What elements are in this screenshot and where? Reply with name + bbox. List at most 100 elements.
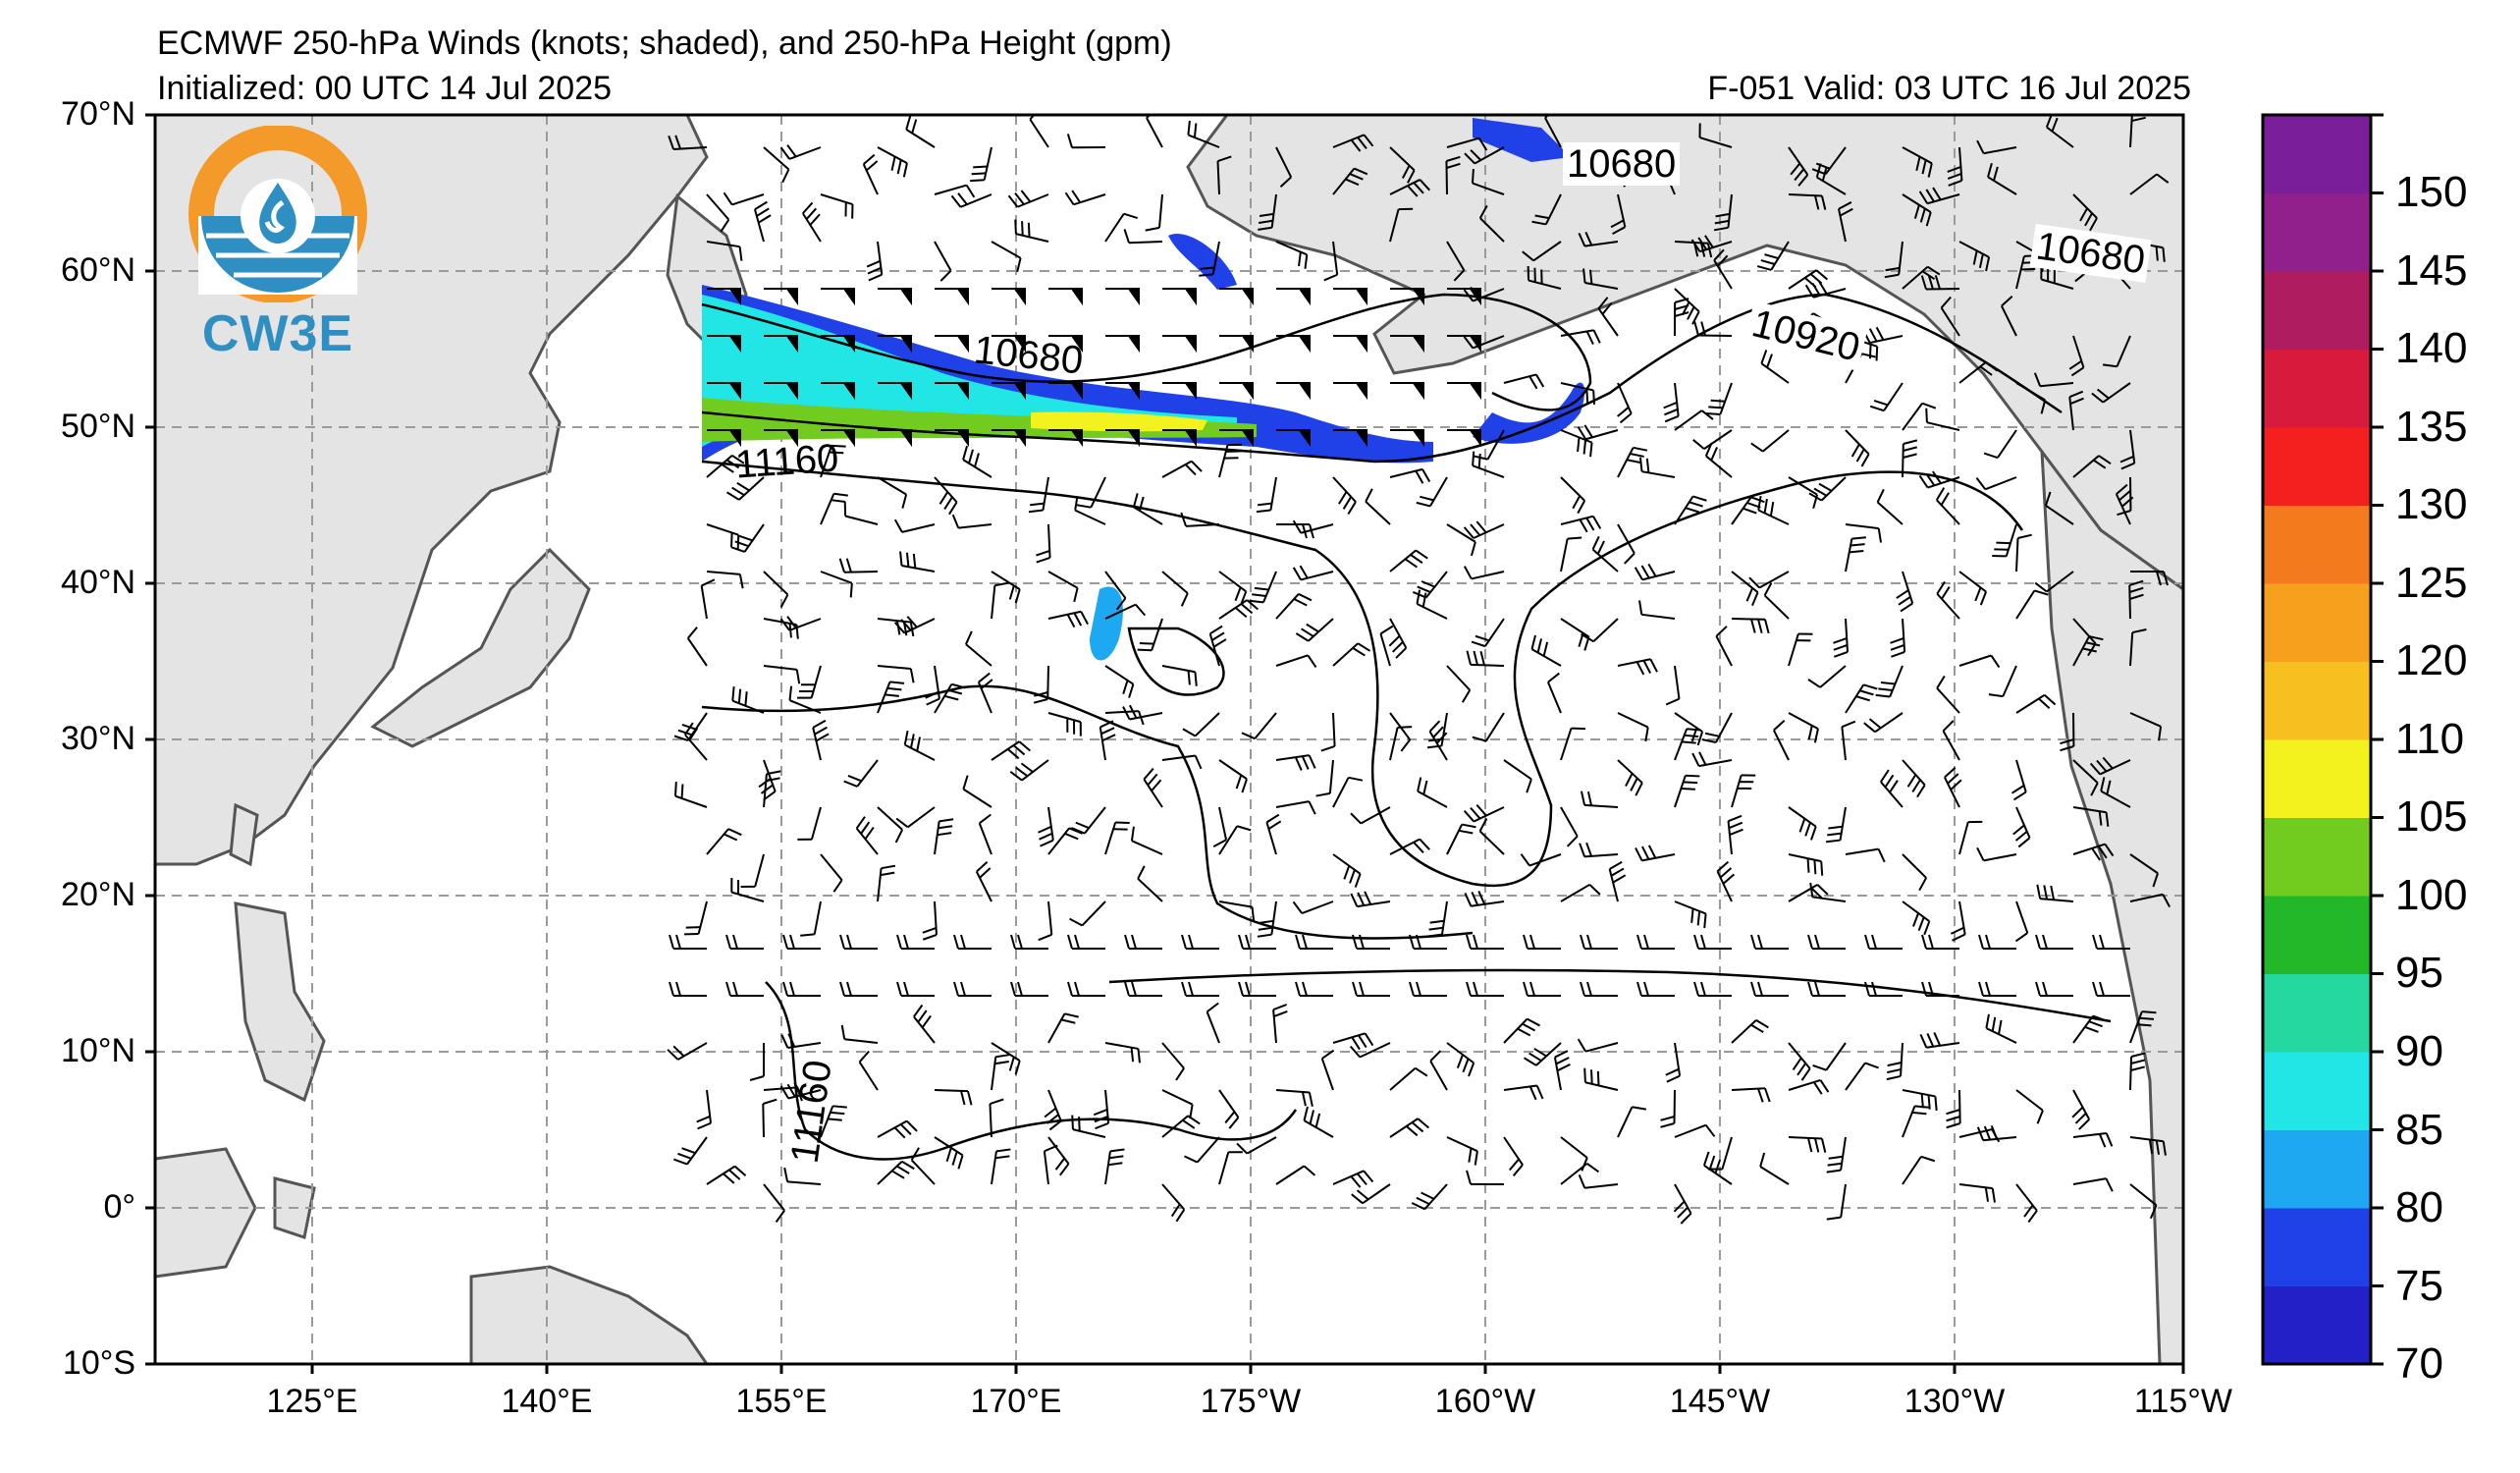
wind-barb-feather	[2033, 372, 2042, 387]
wind-barb-shaft	[1129, 712, 1163, 721]
contour-11160-north	[701, 460, 2024, 888]
wind-barb-flag	[956, 429, 969, 448]
wind-barb-shaft	[1674, 288, 1700, 313]
wind-barb-feather	[990, 1098, 1004, 1105]
wind-barb-shaft	[753, 208, 765, 243]
wind-barb-feather	[1555, 1057, 1570, 1065]
colorbar-label: 90	[2395, 1027, 2443, 1075]
wind-barb-feather	[1017, 981, 1023, 997]
wind-barb-feather	[2148, 1139, 2154, 1155]
wind-barb-shaft	[983, 146, 992, 181]
wind-barb-feather	[1728, 821, 1743, 830]
wind-barb-feather	[1428, 720, 1441, 733]
wind-barb-feather	[1921, 159, 1927, 175]
wind-barb-shaft	[1788, 476, 1818, 496]
wind-barb-feather	[917, 1009, 928, 1023]
wind-barb-shaft	[2072, 335, 2085, 368]
wind-barb-feather	[1044, 1107, 1057, 1118]
wind-barb-feather	[1682, 740, 1696, 744]
wind-barb-shaft	[1472, 464, 1505, 478]
wind-barb-feather	[1508, 1158, 1520, 1172]
wind-barb-shaft	[754, 853, 765, 888]
wind-barb-feather	[1811, 282, 1821, 297]
wind-barb-shaft	[877, 1161, 903, 1185]
wind-barb-feather	[1583, 424, 1593, 438]
wind-barb-shaft	[901, 523, 936, 533]
wind-barb-feather	[1363, 1170, 1374, 1183]
wind-barb-feather	[976, 861, 989, 873]
wind-barb-feather	[1073, 587, 1079, 603]
wind-barb-feather	[901, 1160, 915, 1171]
wind-barb-feather	[1839, 207, 1853, 217]
wind-barb-feather	[1252, 593, 1266, 597]
wind-barb-shaft	[1389, 146, 1416, 172]
wind-barb-feather	[1814, 194, 1820, 210]
wind-barb-flag	[899, 382, 912, 401]
wind-barb-feather	[1314, 1113, 1321, 1128]
wind-barb-feather	[1927, 275, 1934, 290]
wind-barb-shaft	[1161, 1089, 1194, 1106]
wind-barb-feather	[1306, 623, 1319, 633]
wind-barb-feather	[2023, 1204, 2034, 1218]
wind-barb-shaft	[1889, 665, 1903, 697]
wind-barb-feather	[902, 162, 908, 178]
wind-barb-shaft	[877, 476, 907, 496]
wind-barb-feather	[766, 777, 780, 783]
lat-label: 10°S	[62, 1344, 135, 1382]
wind-barb-flag	[728, 335, 741, 354]
wind-barb-shaft	[812, 727, 822, 761]
wind-barb-feather	[1352, 647, 1366, 657]
wind-barb-feather	[1826, 1216, 1842, 1221]
logo-emblem	[188, 125, 367, 303]
wind-barb-flag	[842, 288, 855, 306]
wind-barb-feather	[1014, 588, 1021, 604]
wind-barb-feather	[938, 818, 954, 823]
wind-barb-shaft	[2015, 255, 2025, 290]
wind-barb-shaft	[1845, 1062, 1866, 1091]
colorbar-segment	[2263, 661, 2371, 740]
wind-barb-feather	[1713, 226, 1729, 232]
wind-barb-shaft	[934, 476, 958, 504]
wind-barb-feather	[1417, 777, 1422, 792]
wind-barb-feather	[1875, 693, 1891, 698]
wind-barb-flag	[785, 382, 798, 401]
map-layers	[155, 115, 2183, 1364]
wind-barb-feather	[1301, 755, 1310, 770]
wind-barb-feather	[1745, 587, 1754, 602]
wind-barb-feather	[1420, 495, 1434, 502]
wind-barb-feather	[1139, 641, 1154, 645]
wind-barb-feather	[2139, 1016, 2155, 1020]
wind-barb-feather	[912, 553, 917, 569]
colorbar-segment	[2263, 1129, 2371, 1209]
wind-barb-feather	[1577, 1038, 1586, 1053]
wind-barb-shaft	[1208, 633, 1220, 667]
wind-barb-feather	[1860, 453, 1870, 467]
jet-blob-nw	[1168, 234, 1237, 290]
wind-barb-feather	[1066, 614, 1076, 628]
wind-barb-shaft	[697, 900, 708, 935]
wind-barb-feather	[1343, 865, 1351, 880]
wind-barb-shaft	[877, 868, 883, 902]
wind-barb-feather	[1710, 399, 1726, 403]
wind-barb-shaft	[1731, 618, 1766, 621]
wind-barb-feather	[1351, 1036, 1361, 1051]
wind-barb-feather	[1131, 934, 1137, 950]
wind-barb-feather	[864, 826, 875, 841]
wind-barb-shaft	[1597, 307, 1619, 337]
wind-barb-shaft	[2046, 126, 2074, 148]
wind-barb-feather	[1211, 631, 1225, 641]
wind-barb-shaft	[1471, 571, 1505, 580]
wind-barb-feather	[1273, 1009, 1288, 1018]
wind-barb-feather	[1589, 442, 1593, 458]
wind-barb-feather	[2017, 837, 2031, 848]
wind-barb-shaft	[1788, 269, 1817, 290]
wind-barb-feather	[800, 933, 815, 937]
wind-barb-shaft	[1300, 523, 1334, 534]
wind-barb-feather	[865, 160, 879, 172]
wind-barb-flag	[1298, 288, 1311, 306]
wind-barb-feather	[1461, 689, 1472, 703]
wind-barb-feather	[1828, 1155, 1844, 1160]
wind-barb-shaft	[1763, 594, 1790, 620]
wind-barb-shaft	[1758, 571, 1790, 589]
wind-barb-feather	[763, 1098, 777, 1105]
